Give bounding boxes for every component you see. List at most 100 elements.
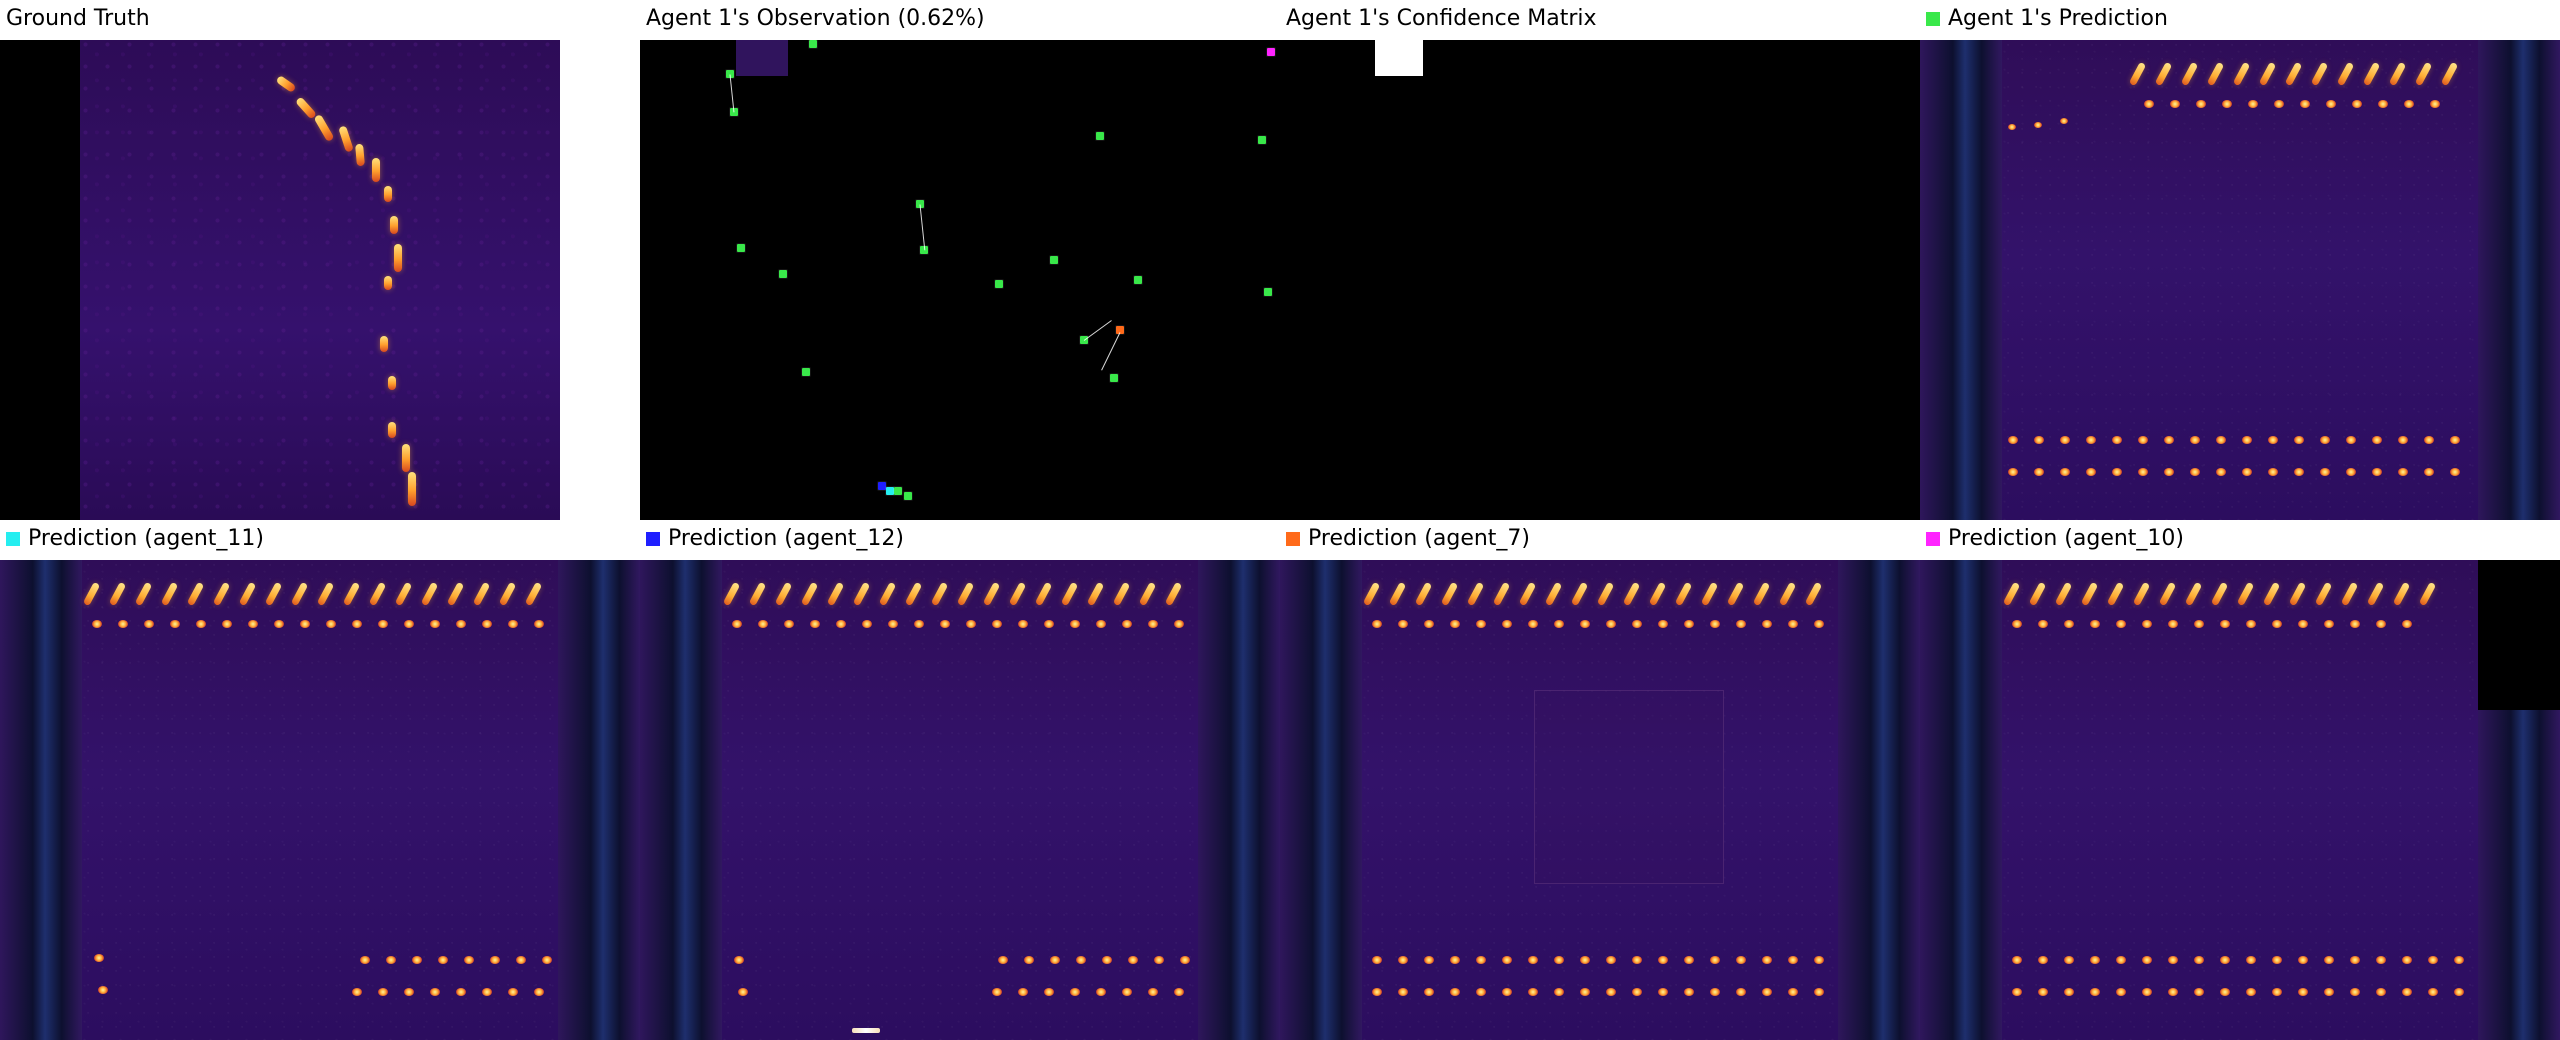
ground-truth-streak [380,336,388,352]
feature-streak [135,582,152,606]
feature-streak [1035,582,1052,606]
observation-marker [737,244,745,252]
feature-streak [1113,582,1130,606]
feature-dot [2142,988,2152,996]
ground-truth-streak [372,158,380,182]
feature-dot [456,620,466,628]
feature-dot [1528,988,1538,996]
feature-dot [1372,956,1382,964]
ground-truth-streak [390,216,398,234]
feature-streak [2003,582,2020,606]
feature-dot [2298,620,2308,628]
feature-dot [1814,620,1824,628]
feature-streak [2237,582,2254,606]
feature-dot [2220,620,2230,628]
feature-streak [2341,582,2358,606]
feature-dot [2086,436,2096,444]
feature-dot [516,956,526,964]
feature-dot [1450,988,1460,996]
feature-dot [992,620,1002,628]
agent-prediction-color-swatch [1926,12,1940,26]
feature-streak [421,582,438,606]
feature-dot [2060,118,2068,124]
feature-dot [1580,620,1590,628]
ground-truth-heatmap [80,40,560,520]
feature-dot [1710,956,1720,964]
ground-truth-streak [408,472,416,506]
feature-dot [438,956,448,964]
feature-streak [109,582,126,606]
feature-dot [360,956,370,964]
feature-streak [265,582,282,606]
ground-truth-streak [402,444,410,472]
observation-marker [802,368,810,376]
confidence-title: Agent 1's Confidence Matrix [1286,2,1597,36]
confidence-highlight [1375,40,1423,76]
feature-dot [1762,988,1772,996]
feature-dot [940,620,950,628]
feature-dot [1788,988,1798,996]
prediction-agent-12-image [640,560,1280,1040]
ground-truth-black-band [0,40,80,520]
feature-dot [1372,620,1382,628]
observation-marker [886,487,894,495]
feature-dot [2008,124,2016,130]
feature-dot [1180,956,1190,964]
prediction-agent-7-title: Prediction (agent_7) [1286,522,1530,556]
ground-truth-streak [384,276,392,290]
feature-dot [378,620,388,628]
prediction-dark-block [2478,560,2560,710]
feature-dot [1450,956,1460,964]
feature-dot [386,956,396,964]
feature-dot [2450,468,2460,476]
feature-dot [2164,436,2174,444]
feature-dot [2298,956,2308,964]
feature-dot [196,620,206,628]
feature-dot [1658,988,1668,996]
feature-dot [2138,436,2148,444]
feature-dot [430,988,440,996]
feature-dot [2428,956,2438,964]
feature-dot [2272,620,2282,628]
feature-dot [1580,956,1590,964]
prediction-left-edge [1920,560,2002,1040]
feature-dot [2190,436,2200,444]
prediction-right-edge [2478,40,2560,520]
feature-dot [464,956,474,964]
feature-dot [404,620,414,628]
feature-dot [1122,988,1132,996]
feature-streak [1623,582,1640,606]
feature-streak [2029,582,2046,606]
feature-dot [2326,100,2336,108]
feature-dot [1502,988,1512,996]
feature-dot [2116,988,2126,996]
prediction-left-edge [1280,560,1362,1040]
feature-dot [2430,100,2440,108]
feature-streak [1165,582,1182,606]
feature-dot [2324,956,2334,964]
feature-dot [118,620,128,628]
feature-streak [2107,582,2124,606]
feature-dot [2038,988,2048,996]
feature-dot [2034,436,2044,444]
feature-streak [2441,62,2458,86]
feature-dot [378,988,388,996]
feature-dot [2216,436,2226,444]
feature-dot [2064,956,2074,964]
feature-streak [1753,582,1770,606]
feature-streak [2263,582,2280,606]
feature-dot [1024,956,1034,964]
feature-dot [2034,468,2044,476]
feature-dot [2372,436,2382,444]
observation-marker [1050,256,1058,264]
feature-dot [2216,468,2226,476]
feature-dot [1096,988,1106,996]
feature-streak [853,582,870,606]
observation-link-line [1084,320,1112,341]
feature-dot [508,620,518,628]
feature-dot [2398,468,2408,476]
feature-dot [2008,436,2018,444]
feature-streak [879,582,896,606]
ground-truth-image [0,40,640,520]
prediction-agent-7-panel: Prediction (agent_7) [1280,520,1920,1040]
